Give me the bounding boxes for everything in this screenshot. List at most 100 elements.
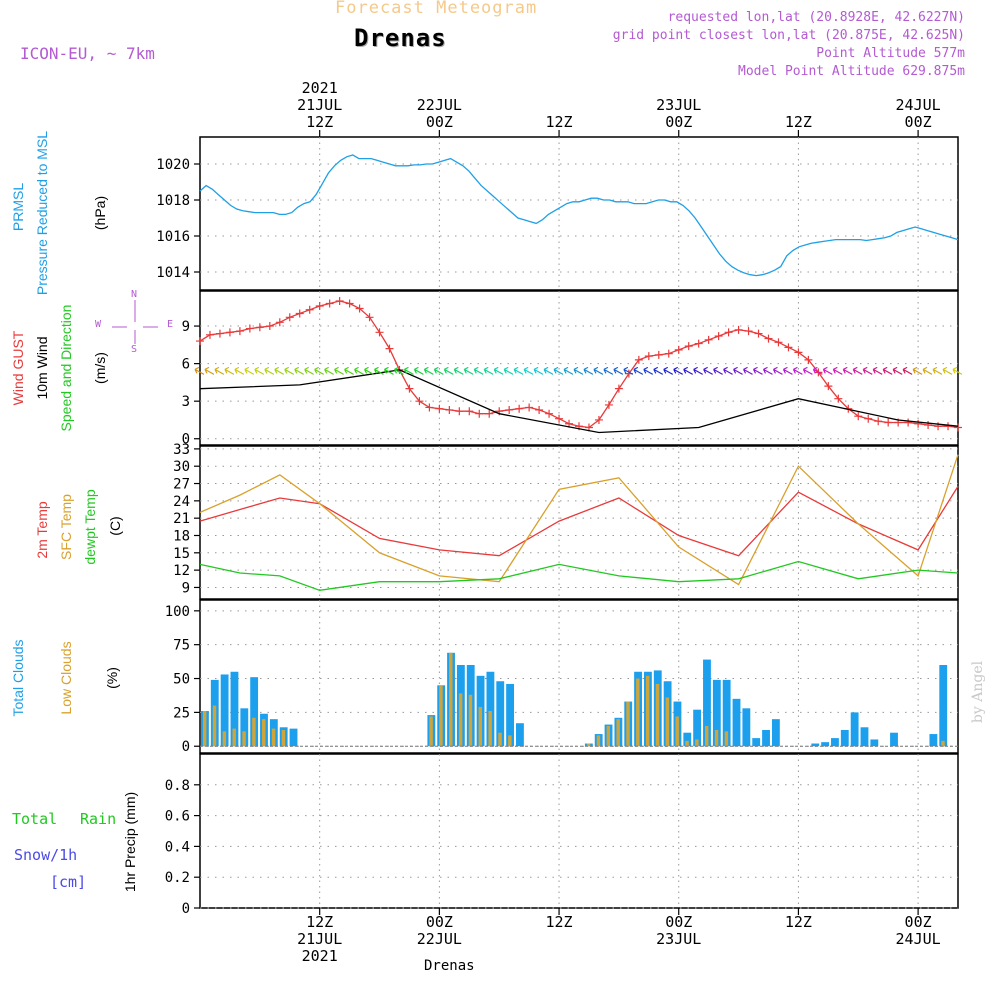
grid-point-coords: grid point closest lon,lat (20.875E, 42.… bbox=[612, 28, 965, 43]
gust-marker bbox=[644, 352, 653, 361]
compass-s: S bbox=[131, 344, 138, 355]
wind-direction-arrow bbox=[194, 366, 205, 375]
gust-marker bbox=[425, 403, 434, 412]
wind-label-10m: 10m Wind bbox=[34, 336, 50, 400]
wind-direction-arrow bbox=[553, 366, 564, 375]
low-cloud-bar bbox=[271, 728, 276, 747]
compass-w: W bbox=[95, 319, 102, 330]
wind-direction-arrow bbox=[703, 366, 713, 375]
gust-marker bbox=[774, 338, 783, 347]
clouds-ytick-label: 100 bbox=[165, 604, 190, 620]
wind-direction-arrow bbox=[852, 366, 863, 375]
gust-marker bbox=[215, 329, 224, 338]
sfc-temp-line bbox=[199, 454, 959, 586]
wind-direction-arrow bbox=[912, 366, 923, 375]
low-cloud-bar bbox=[468, 694, 473, 747]
wind-direction-arrow bbox=[723, 366, 733, 375]
temp2m-line bbox=[199, 486, 959, 557]
gust-marker bbox=[674, 345, 683, 354]
gust-marker bbox=[724, 328, 733, 337]
wind-direction-arrow bbox=[862, 366, 873, 375]
precip-frame bbox=[199, 753, 959, 909]
gust-marker bbox=[415, 397, 424, 406]
top-axis-label: 12Z bbox=[306, 113, 333, 131]
total-cloud-bar bbox=[722, 679, 731, 747]
wind-direction-arrow bbox=[892, 366, 903, 375]
low-cloud-bar bbox=[695, 739, 699, 747]
low-cloud-bar bbox=[281, 729, 286, 747]
precip-unit: 1hr Precip (mm) bbox=[122, 791, 138, 893]
wind-direction-arrow bbox=[523, 366, 534, 375]
wind-direction-arrow bbox=[613, 366, 624, 375]
total-cloud-bar bbox=[890, 732, 898, 747]
pressure-ytick-label: 1016 bbox=[156, 229, 190, 245]
total-cloud-bar bbox=[486, 671, 495, 747]
wind-direction-arrow bbox=[533, 366, 544, 375]
gust-marker bbox=[704, 335, 713, 344]
gust-marker bbox=[305, 305, 314, 314]
precip-label-snow: Snow/1h bbox=[14, 846, 78, 864]
wind-direction-arrow bbox=[633, 366, 644, 375]
gust-marker bbox=[475, 409, 484, 418]
wind-label-direction: Speed and Direction bbox=[58, 304, 74, 432]
gust-marker bbox=[245, 324, 254, 333]
gust-marker bbox=[295, 309, 304, 318]
wind-direction-arrow bbox=[433, 366, 444, 375]
wind-direction-arrow bbox=[872, 366, 883, 375]
total-cloud-bar bbox=[732, 698, 741, 747]
temperature-ytick-label: 27 bbox=[173, 477, 190, 493]
gust-marker bbox=[315, 302, 324, 311]
low-cloud-bar bbox=[655, 683, 660, 747]
total-cloud-bar bbox=[220, 674, 229, 747]
wind-direction-arrow bbox=[583, 366, 594, 375]
total-cloud-bar bbox=[712, 679, 721, 747]
gust-marker bbox=[265, 322, 274, 331]
low-cloud-bar bbox=[626, 701, 630, 747]
low-cloud-bar bbox=[242, 731, 246, 747]
bottom-axis-label: 2021 bbox=[302, 947, 338, 965]
wind-direction-arrow bbox=[693, 366, 703, 375]
wind-direction-arrow bbox=[493, 366, 504, 375]
top-axis-label: 00Z bbox=[665, 113, 692, 131]
wind-direction-arrow bbox=[942, 366, 953, 375]
wind-ytick-label: 6 bbox=[182, 357, 190, 373]
gust-marker bbox=[954, 423, 962, 432]
top-axis-label: 00Z bbox=[426, 113, 453, 131]
total-cloud-bar bbox=[821, 742, 830, 747]
gust-marker bbox=[555, 414, 564, 423]
gust-marker bbox=[924, 420, 933, 429]
total-cloud-bar bbox=[860, 727, 869, 747]
bottom-axis-label: 00Z bbox=[665, 913, 692, 931]
gust-marker bbox=[405, 384, 414, 393]
gust-marker bbox=[784, 343, 793, 352]
gust-marker bbox=[275, 318, 284, 327]
wind-label-gust: Wind GUST bbox=[10, 330, 26, 406]
total-cloud-bar bbox=[289, 728, 298, 747]
gust-marker bbox=[345, 299, 354, 308]
wind-direction-arrow bbox=[284, 366, 295, 375]
low-cloud-bar bbox=[252, 717, 256, 747]
clouds-ytick-label: 25 bbox=[173, 705, 190, 721]
temperature-ytick-label: 12 bbox=[173, 563, 190, 579]
wind-direction-arrow bbox=[264, 366, 275, 375]
gust-marker bbox=[824, 382, 833, 391]
wind-direction-arrow bbox=[304, 366, 315, 375]
bottom-axis-label: 23JUL bbox=[656, 930, 701, 948]
total-cloud-bar bbox=[250, 677, 259, 747]
gust-marker bbox=[515, 404, 524, 413]
bottom-axis-label: 12Z bbox=[785, 913, 812, 931]
wind-direction-arrow bbox=[772, 366, 783, 375]
requested-coords: requested lon,lat (20.8928E, 42.6227N) bbox=[667, 10, 965, 25]
clouds-frame bbox=[199, 599, 959, 754]
top-axis-label: 12Z bbox=[785, 113, 812, 131]
low-cloud-bar bbox=[616, 719, 620, 747]
wind-direction-arrow bbox=[623, 366, 634, 375]
gust-marker bbox=[255, 323, 264, 332]
low-cloud-bar bbox=[439, 685, 443, 747]
low-cloud-bar bbox=[665, 697, 670, 747]
low-cloud-bar bbox=[488, 711, 492, 747]
gust-marker bbox=[335, 297, 344, 306]
wind-direction-arrow bbox=[543, 366, 554, 375]
low-cloud-bar bbox=[675, 716, 679, 747]
gust-marker bbox=[684, 342, 693, 351]
